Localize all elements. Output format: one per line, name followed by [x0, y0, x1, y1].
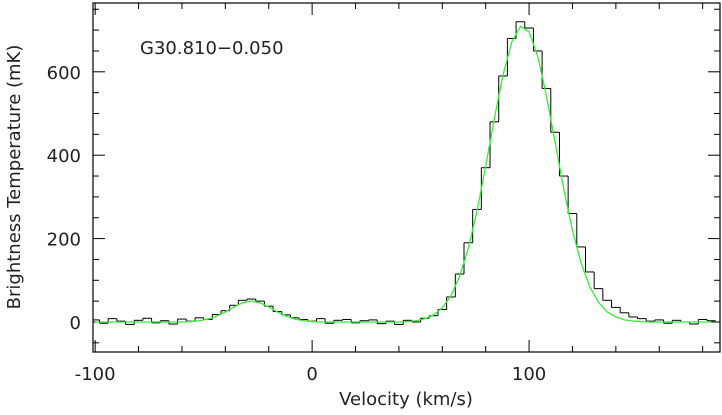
x-tick-label: -100 — [75, 364, 116, 385]
y-tick-label: 600 — [47, 63, 81, 84]
fit-line — [95, 25, 712, 323]
x-tick-label: 100 — [512, 364, 546, 385]
y-tick-label: 400 — [47, 146, 81, 167]
y-axis-label: Brightness Temperature (mK) — [4, 45, 25, 310]
x-axis-label: Velocity (km/s) — [339, 389, 473, 410]
y-tick-label: 0 — [70, 313, 81, 334]
annotation: G30.810−0.050 — [140, 38, 284, 59]
y-tick-label: 200 — [47, 230, 81, 251]
plot-frame — [92, 2, 721, 353]
x-tick-label: 0 — [306, 364, 317, 385]
